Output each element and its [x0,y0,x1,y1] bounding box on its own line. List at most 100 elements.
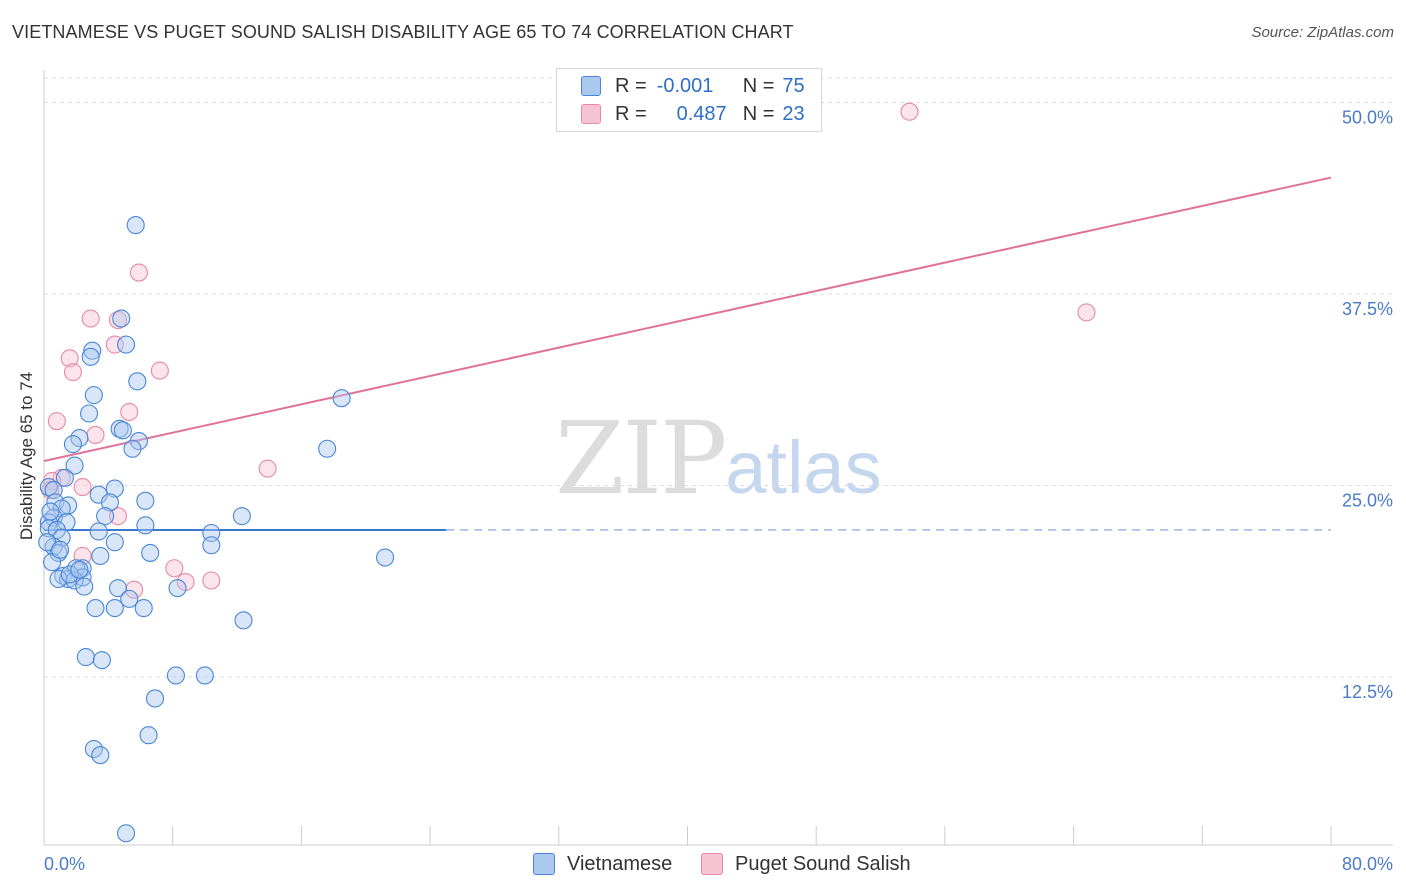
salish-point [120,402,139,422]
legend-r-value: -0.001 [656,74,714,97]
vietnamese-point [113,421,132,440]
grid-lines [44,77,1393,678]
bottom-legend-salish: Puget Sound Salish [701,851,911,877]
correlation-legend: R = -0.001 N = 75 R = 0.487 N = 23 [556,68,822,132]
legend-row-vietnamese: R = -0.001 N = 75 [581,72,805,100]
legend-r-value: 0.487 [676,102,727,125]
y-tick-label: 12.5% [1342,682,1393,702]
vietnamese-point [123,439,142,458]
x-tick-label-min: 0.0% [44,854,85,874]
vietnamese-point [96,507,115,526]
vietnamese-point [76,648,95,667]
salish-point [125,580,144,599]
legend-n-value: 75 [782,74,805,97]
vietnamese-point [63,435,83,454]
vietnamese-point [39,477,58,497]
vietnamese-point [168,579,187,598]
salish-point [81,309,100,328]
chart-title: VIETNAMESE VS PUGET SOUND SALISH DISABIL… [12,22,794,42]
watermark: ZIPatlas [555,400,882,517]
vietnamese-point [86,599,105,618]
y-tick-label: 50.0% [1342,108,1393,128]
vietnamese-point [139,726,158,745]
vietnamese-point [105,533,124,552]
axis-ticks [43,826,1332,845]
vietnamese-point [51,540,70,559]
legend-n-label: N = [742,74,775,97]
vietnamese-point [81,347,100,366]
legend-swatch-vietnamese [581,76,601,96]
legend-r-label: R = [615,74,647,97]
source-label: Source: ZipAtlas.com [1251,24,1394,41]
vietnamese-point [70,560,89,579]
vietnamese-point [105,599,124,618]
bottom-legend-label-vietnamese: Vietnamese [567,852,673,875]
salish-point [108,311,128,330]
salish-point [900,102,919,121]
bottom-legend-label-salish: Puget Sound Salish [735,852,911,875]
salish-trend-line [43,176,1332,462]
salish-point [165,559,184,578]
vietnamese-point [110,419,129,438]
vietnamese-point [89,522,108,541]
vietnamese-point [234,611,253,630]
salish-point [108,507,128,526]
vietnamese-point [318,439,337,458]
salish-point [202,571,221,590]
vietnamese-point [100,493,120,512]
salish-point [86,425,105,445]
legend-swatch-salish [581,104,601,124]
vietnamese-point [202,523,221,543]
legend-n-value: 23 [782,102,805,125]
y-tick-label: 25.0% [1342,491,1393,511]
legend-row-salish: R = 0.487 N = 23 [581,100,805,128]
bottom-legend-swatch-salish [701,853,723,875]
vietnamese-point [91,546,110,566]
salish-point [47,412,66,431]
vietnamese-point [60,565,79,584]
vietnamese-point [129,432,148,451]
vietnamese-point [166,666,185,685]
salish-point [60,349,79,368]
vietnamese-point [126,216,145,235]
vietnamese-point [116,824,136,843]
vietnamese-point [55,468,74,487]
y-axis-title: Disability Age 65 to 74 [17,372,36,540]
legend-r-label: R = [615,102,647,125]
vietnamese-point [116,335,136,354]
x-tick-label-max: 80.0% [1342,854,1393,874]
salish-points [41,102,1096,599]
vietnamese-point [134,599,153,618]
vietnamese-point [112,309,131,328]
vietnamese-point [83,341,102,360]
vietnamese-point [49,569,68,589]
vietnamese-point [91,746,110,765]
vietnamese-point [232,507,251,526]
vietnamese-point [145,689,165,708]
salish-point [63,363,83,382]
bottom-legend-vietnamese: Vietnamese [533,851,672,877]
vietnamese-point [128,372,147,391]
vietnamese-point [105,479,124,498]
watermark-zip: ZIP [555,400,727,517]
salish-point [150,361,169,380]
vietnamese-point [376,548,395,567]
vietnamese-point [54,566,73,585]
vietnamese-point [92,651,111,670]
trend-lines [43,176,1332,531]
vietnamese-point [332,389,351,408]
vietnamese-point [84,386,103,405]
bottom-legend-swatch-vietnamese [533,853,555,875]
vietnamese-point [65,456,84,475]
vietnamese-point [202,536,221,555]
vietnamese-point [195,666,214,685]
vietnamese-points [38,216,395,843]
vietnamese-point [49,543,68,562]
vietnamese-point [136,491,155,510]
vietnamese-point [65,571,84,590]
legend-n-label: N = [742,102,775,125]
vietnamese-point [108,579,128,598]
axes [43,70,1393,846]
salish-point [73,477,92,497]
